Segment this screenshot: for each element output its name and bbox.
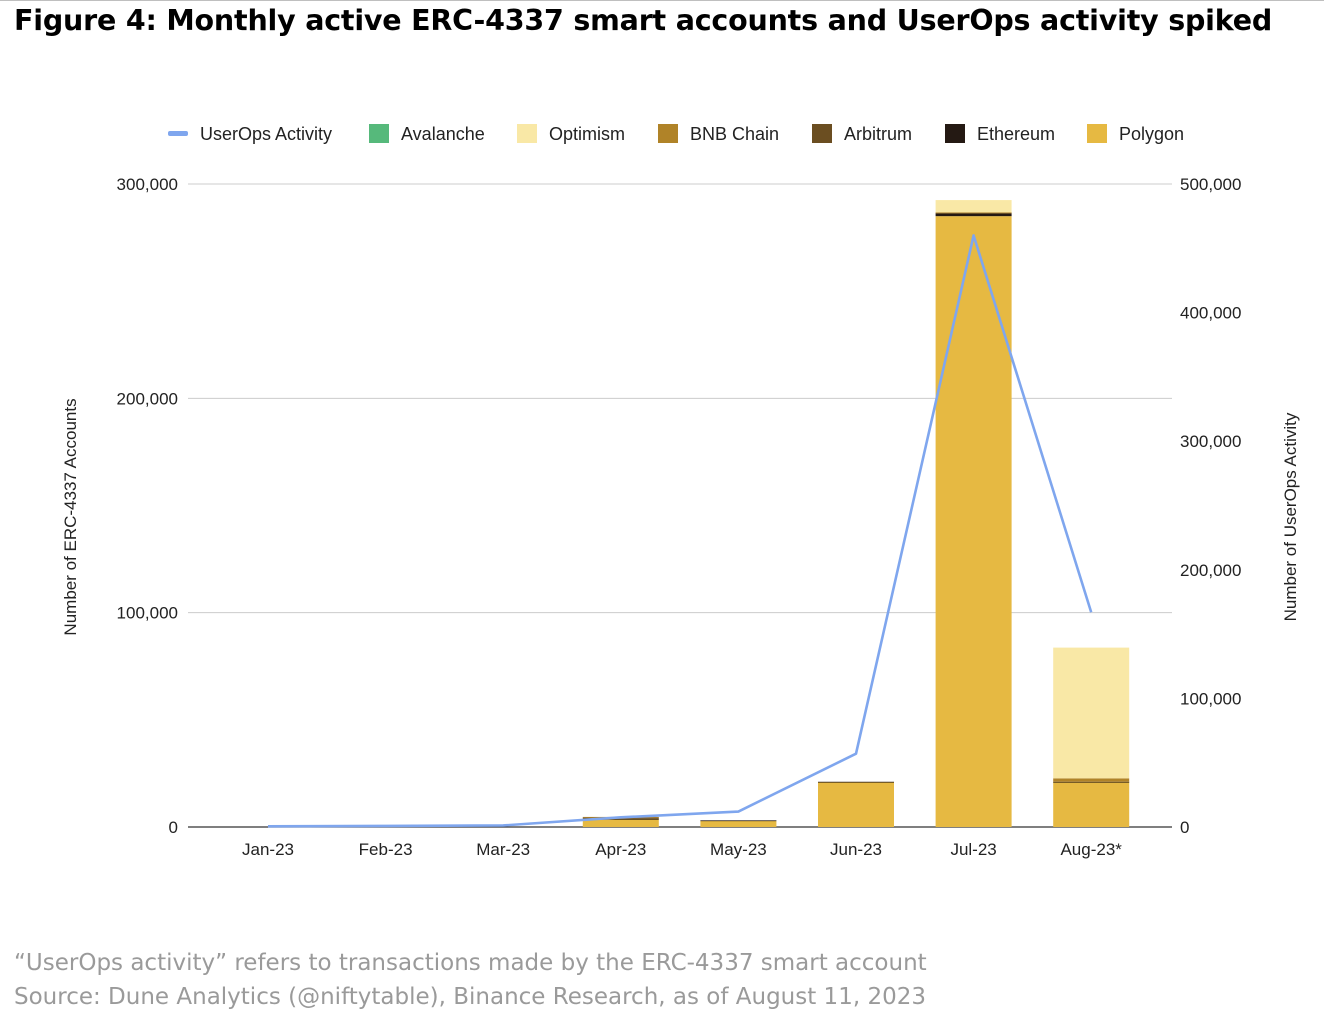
legend-swatch: [369, 124, 389, 143]
legend-swatch: [812, 124, 832, 143]
x-tick-label: Mar-23: [476, 840, 530, 859]
legend-label: Ethereum: [977, 124, 1055, 144]
right-tick-label: 400,000: [1180, 304, 1241, 323]
left-tick-label: 100,000: [117, 604, 178, 623]
x-tick-label: Jul-23: [950, 840, 996, 859]
bar-segment-polygon: [582, 819, 659, 827]
bar-segment-polygon: [935, 216, 1012, 827]
legend-swatch: [517, 124, 537, 143]
bar-segment-ethereum: [1053, 781, 1130, 783]
left-tick-label: 0: [169, 818, 178, 837]
bar-segment-optimism: [935, 200, 1012, 213]
notes: “UserOps activity” refers to transaction…: [14, 946, 927, 1014]
legend-swatch: [658, 124, 678, 143]
source-line: Source: Dune Analytics (@niftytable), Bi…: [14, 984, 926, 1010]
legend-label: BNB Chain: [690, 124, 779, 144]
left-tick-label: 300,000: [117, 175, 178, 194]
right-tick-label: 300,000: [1180, 432, 1241, 451]
x-tick-label: Jan-23: [242, 840, 294, 859]
bar-segment-bnb-chain: [935, 212, 1012, 214]
right-tick-label: 0: [1180, 818, 1189, 837]
bar-segment-ethereum: [935, 213, 1012, 217]
gridlines: [188, 183, 1172, 828]
bar-segment-optimism: [1053, 647, 1130, 779]
bar-segment-ethereum: [700, 820, 777, 822]
right-axis-ticks: 0 100,000 200,000 300,000 400,000 500,000: [1180, 175, 1241, 837]
right-tick-label: 100,000: [1180, 689, 1241, 708]
legend-label: Polygon: [1119, 124, 1184, 144]
left-axis-ticks: 0 100,000 200,000 300,000: [117, 175, 178, 837]
x-tick-label: May-23: [710, 840, 767, 859]
x-tick-label: Feb-23: [359, 840, 413, 859]
x-tick-label: Apr-23: [595, 840, 646, 859]
userops-line: [267, 234, 1093, 828]
legend-label: Avalanche: [401, 124, 485, 144]
legend: UserOps Activity Avalanche Optimism BNB Cha…: [168, 124, 1184, 144]
footnote: “UserOps activity” refers to transaction…: [14, 950, 927, 976]
legend-label: Arbitrum: [844, 124, 912, 144]
right-axis-label: Number of UserOps Activity: [1281, 412, 1300, 621]
legend-label: UserOps Activity: [200, 124, 332, 144]
right-tick-label: 500,000: [1180, 175, 1241, 194]
bar-segment-arbitrum: [935, 212, 1012, 214]
userops-activity-line: [267, 234, 1093, 828]
bar-segment-ethereum: [582, 818, 659, 820]
bar-segment-ethereum: [818, 781, 894, 783]
legend-swatch: [945, 124, 965, 143]
x-tick-label: Jun-23: [830, 840, 882, 859]
figure-title: Figure 4: Monthly active ERC-4337 smart …: [14, 4, 1273, 37]
x-axis-ticks: Jan-23 Feb-23 Mar-23 Apr-23 May-23 Jun-23 Jul-…: [242, 840, 1122, 859]
legend-label: Optimism: [549, 124, 625, 144]
bar-segment-polygon: [700, 820, 777, 827]
left-tick-label: 200,000: [117, 389, 178, 408]
bars: [582, 200, 1130, 827]
x-tick-label: Aug-23*: [1060, 840, 1122, 859]
bar-segment-bnb-chain: [1053, 778, 1130, 782]
left-axis-label: Number of ERC-4337 Accounts: [61, 398, 80, 635]
legend-swatch: [168, 131, 188, 136]
right-tick-label: 200,000: [1180, 561, 1241, 580]
top-rule: [0, 0, 1324, 1]
erc4337-chart: 0 100,000 200,000 300,000 0 100,000 200,000 30…: [61, 124, 1300, 859]
legend-swatch: [1087, 124, 1107, 143]
bar-segment-polygon: [818, 781, 894, 827]
bar-segment-polygon: [1053, 781, 1130, 827]
